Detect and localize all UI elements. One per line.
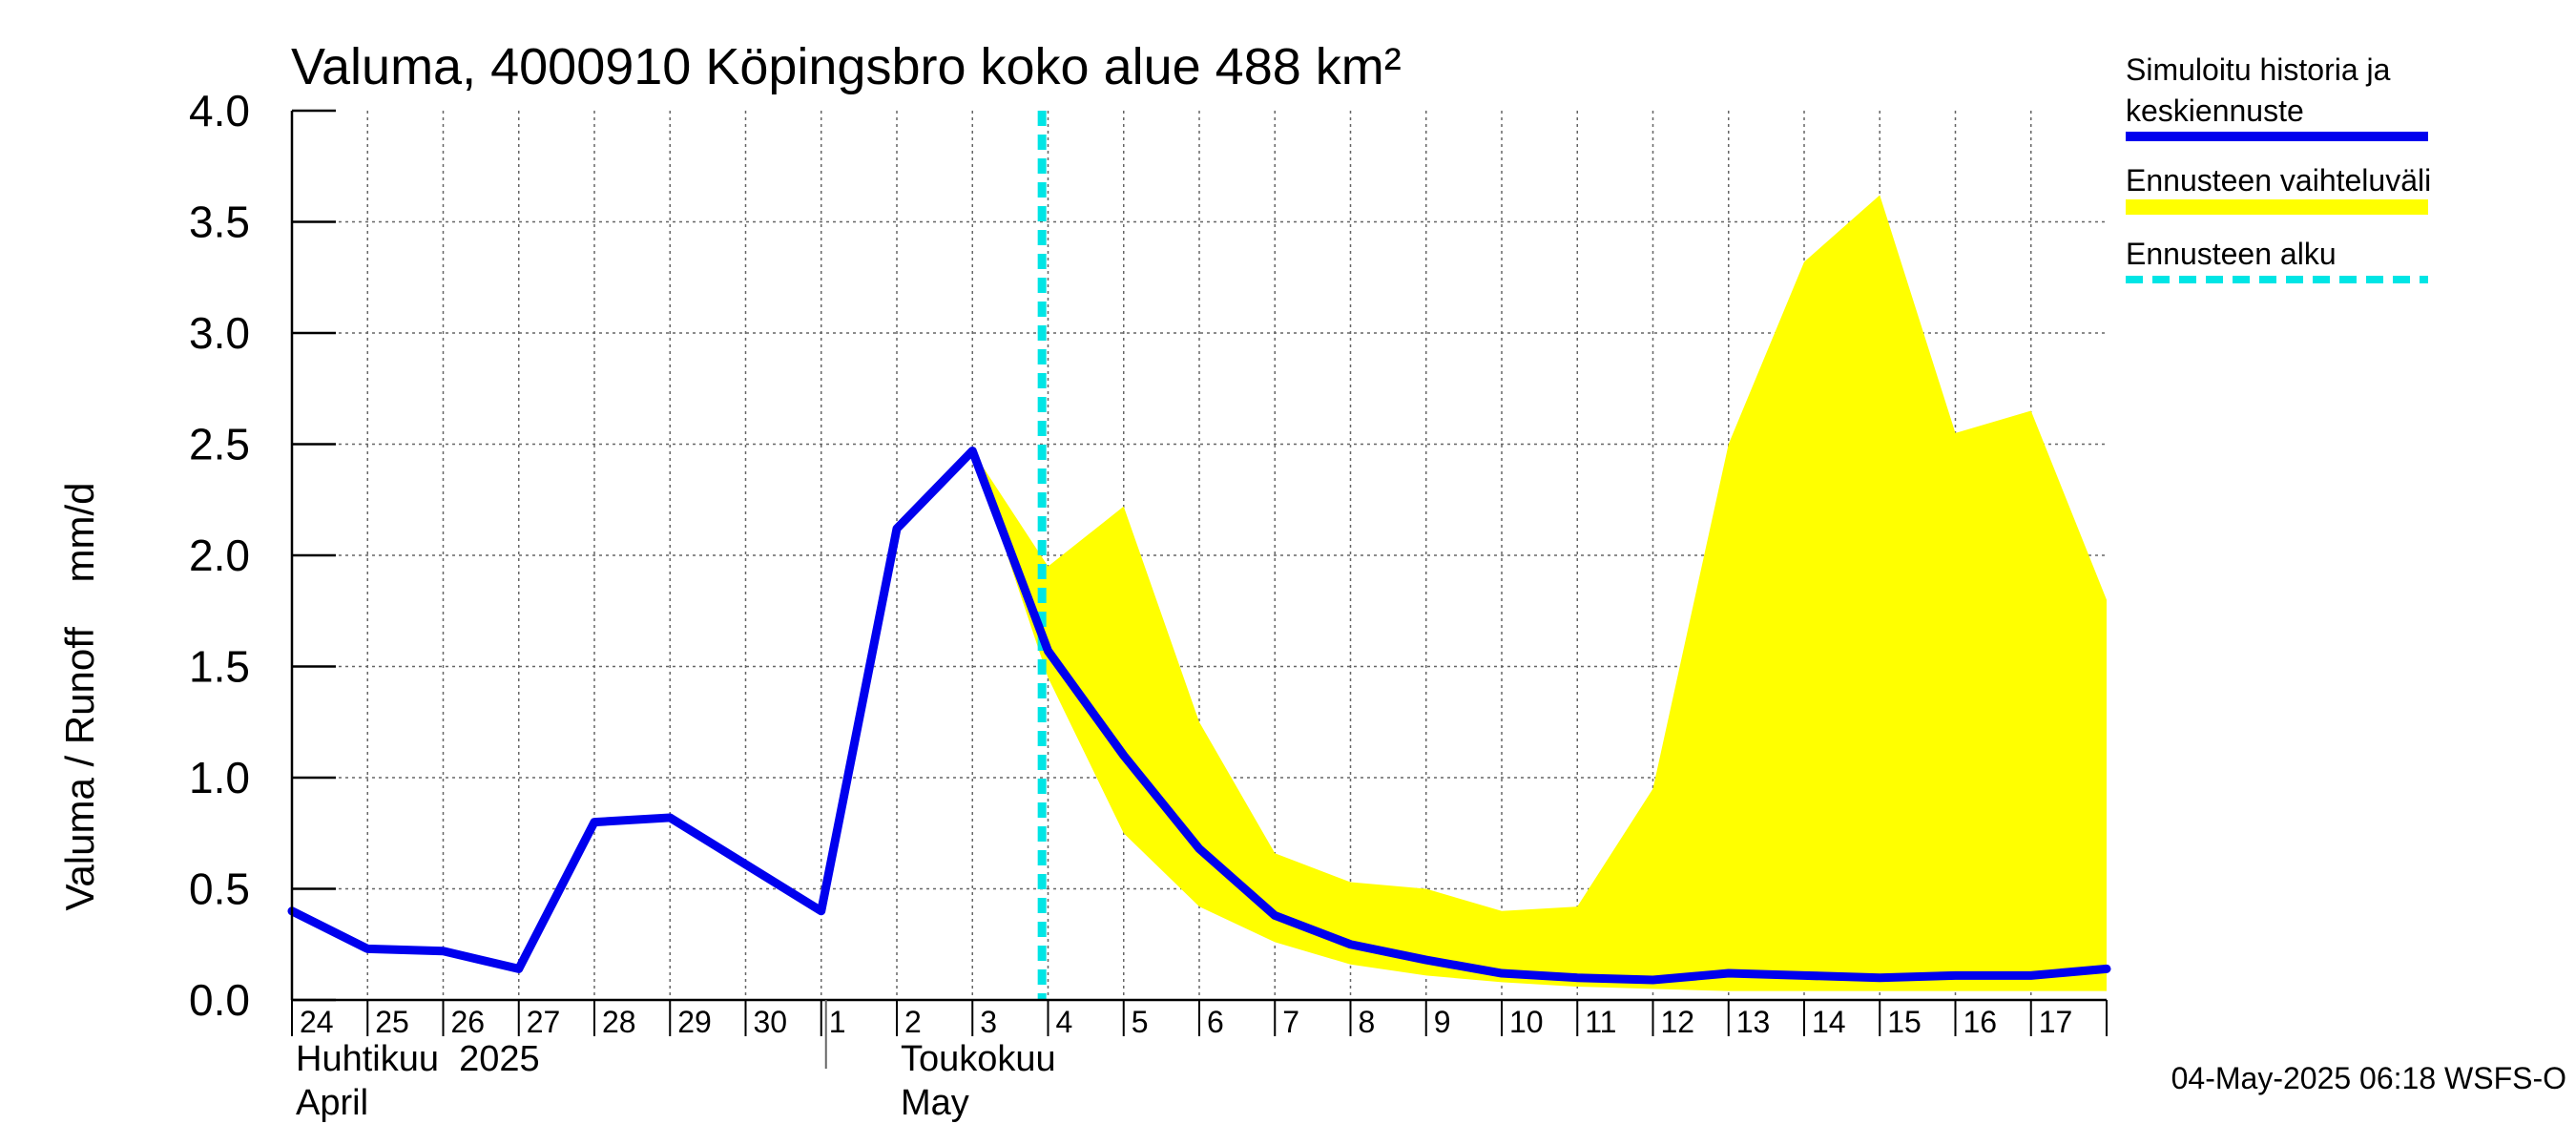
- x-tick-label: 24: [300, 1005, 334, 1039]
- y-tick-label: 0.5: [189, 864, 250, 914]
- month-label-line2: April: [296, 1083, 368, 1123]
- legend-label-simulated-line2: keskiennuste: [2126, 94, 2304, 128]
- x-tick-labels: 24 25 26 27 28 29 30 1 2 3 4 5 6 7 8 9 10 11 12 13 14 15 16 17: [300, 1005, 2072, 1039]
- x-tick-label: 26: [451, 1005, 486, 1039]
- simulated-runoff-point: [1123, 755, 1125, 757]
- simulated-runoff-point: [366, 947, 368, 949]
- x-tick-label: 1: [829, 1005, 846, 1039]
- x-tick-label: 4: [1056, 1005, 1073, 1039]
- x-tick-label: 3: [980, 1005, 997, 1039]
- y-tick-labels: 0.0 0.5 1.0 1.5 2.0 2.5 3.0 3.5 4.0: [189, 86, 250, 1025]
- x-tick-label: 27: [527, 1005, 561, 1039]
- simulated-runoff-point: [669, 817, 671, 819]
- legend-label-simulated-line1: Simuloitu historia ja: [2126, 52, 2391, 87]
- x-tick-label: 11: [1585, 1005, 1616, 1039]
- simulated-runoff-point: [971, 449, 973, 451]
- x-tick-label: 28: [602, 1005, 636, 1039]
- x-tick-label: 12: [1661, 1005, 1695, 1039]
- chart-title: Valuma, 4000910 Köpingsbro koko alue 488…: [291, 38, 1402, 95]
- x-tick-label: 17: [2039, 1005, 2073, 1039]
- simulated-runoff-point: [518, 968, 520, 969]
- y-tick-label: 1.0: [189, 753, 250, 802]
- legend: Simuloitu historia ja keskiennuste Ennus…: [2126, 52, 2431, 283]
- simulated-runoff-point: [1576, 977, 1578, 979]
- simulated-runoff-point: [896, 528, 898, 530]
- plot-frame: [290, 109, 2108, 1069]
- simulated-runoff-point: [1652, 979, 1653, 981]
- month-label-line1: Huhtikuu 2025: [296, 1039, 540, 1079]
- x-tick-label: 7: [1282, 1005, 1299, 1039]
- legend-label-range: Ennusteen vaihteluväli: [2126, 163, 2431, 198]
- simulated-runoff-point: [2106, 968, 2108, 969]
- x-tick-label: 9: [1434, 1005, 1451, 1039]
- simulated-runoff-point: [1274, 914, 1276, 916]
- x-tick-label: 6: [1207, 1005, 1224, 1039]
- x-tick-label: 15: [1887, 1005, 1922, 1039]
- x-tick-label: 8: [1359, 1005, 1376, 1039]
- x-tick-label: 16: [1963, 1005, 1998, 1039]
- x-tick-label: 30: [754, 1005, 788, 1039]
- y-tick-label: 3.0: [189, 308, 250, 358]
- simulated-runoff-point: [1501, 972, 1503, 974]
- x-tick-label: 2: [904, 1005, 922, 1039]
- simulated-runoff-point: [1425, 959, 1427, 961]
- x-tick-label: 25: [375, 1005, 409, 1039]
- simulated-runoff-point: [1350, 944, 1351, 946]
- forecast-range-area: [972, 195, 2107, 991]
- y-tick-label: 1.5: [189, 642, 250, 692]
- simulated-runoff-point: [1048, 650, 1049, 652]
- y-tick-label: 4.0: [189, 86, 250, 135]
- grid-lines: [292, 111, 2107, 1000]
- month-label-line2: May: [901, 1083, 969, 1123]
- y-tick-label: 0.0: [189, 975, 250, 1025]
- simulated-runoff-point: [443, 950, 444, 952]
- forecast-range-band: [972, 195, 2107, 991]
- simulated-runoff-point: [1728, 972, 1730, 974]
- simulated-runoff-point: [1803, 974, 1805, 976]
- x-tick-label: 13: [1736, 1005, 1771, 1039]
- simulated-runoff-point: [2030, 974, 2032, 976]
- x-tick-label: 10: [1509, 1005, 1544, 1039]
- footer-timestamp: 04-May-2025 06:18 WSFS-O: [2171, 1061, 2566, 1095]
- x-tick-label: 29: [677, 1005, 712, 1039]
- y-tick-label: 2.0: [189, 531, 250, 580]
- simulated-runoff-point: [1198, 848, 1200, 850]
- legend-label-forecast-start: Ennusteen alku: [2126, 237, 2337, 271]
- x-tick-label: 14: [1812, 1005, 1846, 1039]
- y-axis-label: Valuma / Runoff mm/d: [57, 483, 102, 911]
- month-label-line1: Toukokuu: [901, 1039, 1056, 1079]
- y-tick-label: 2.5: [189, 420, 250, 469]
- x-tick-label: 5: [1132, 1005, 1149, 1039]
- y-tick-label: 3.5: [189, 198, 250, 247]
- simulated-runoff-point: [1955, 974, 1956, 976]
